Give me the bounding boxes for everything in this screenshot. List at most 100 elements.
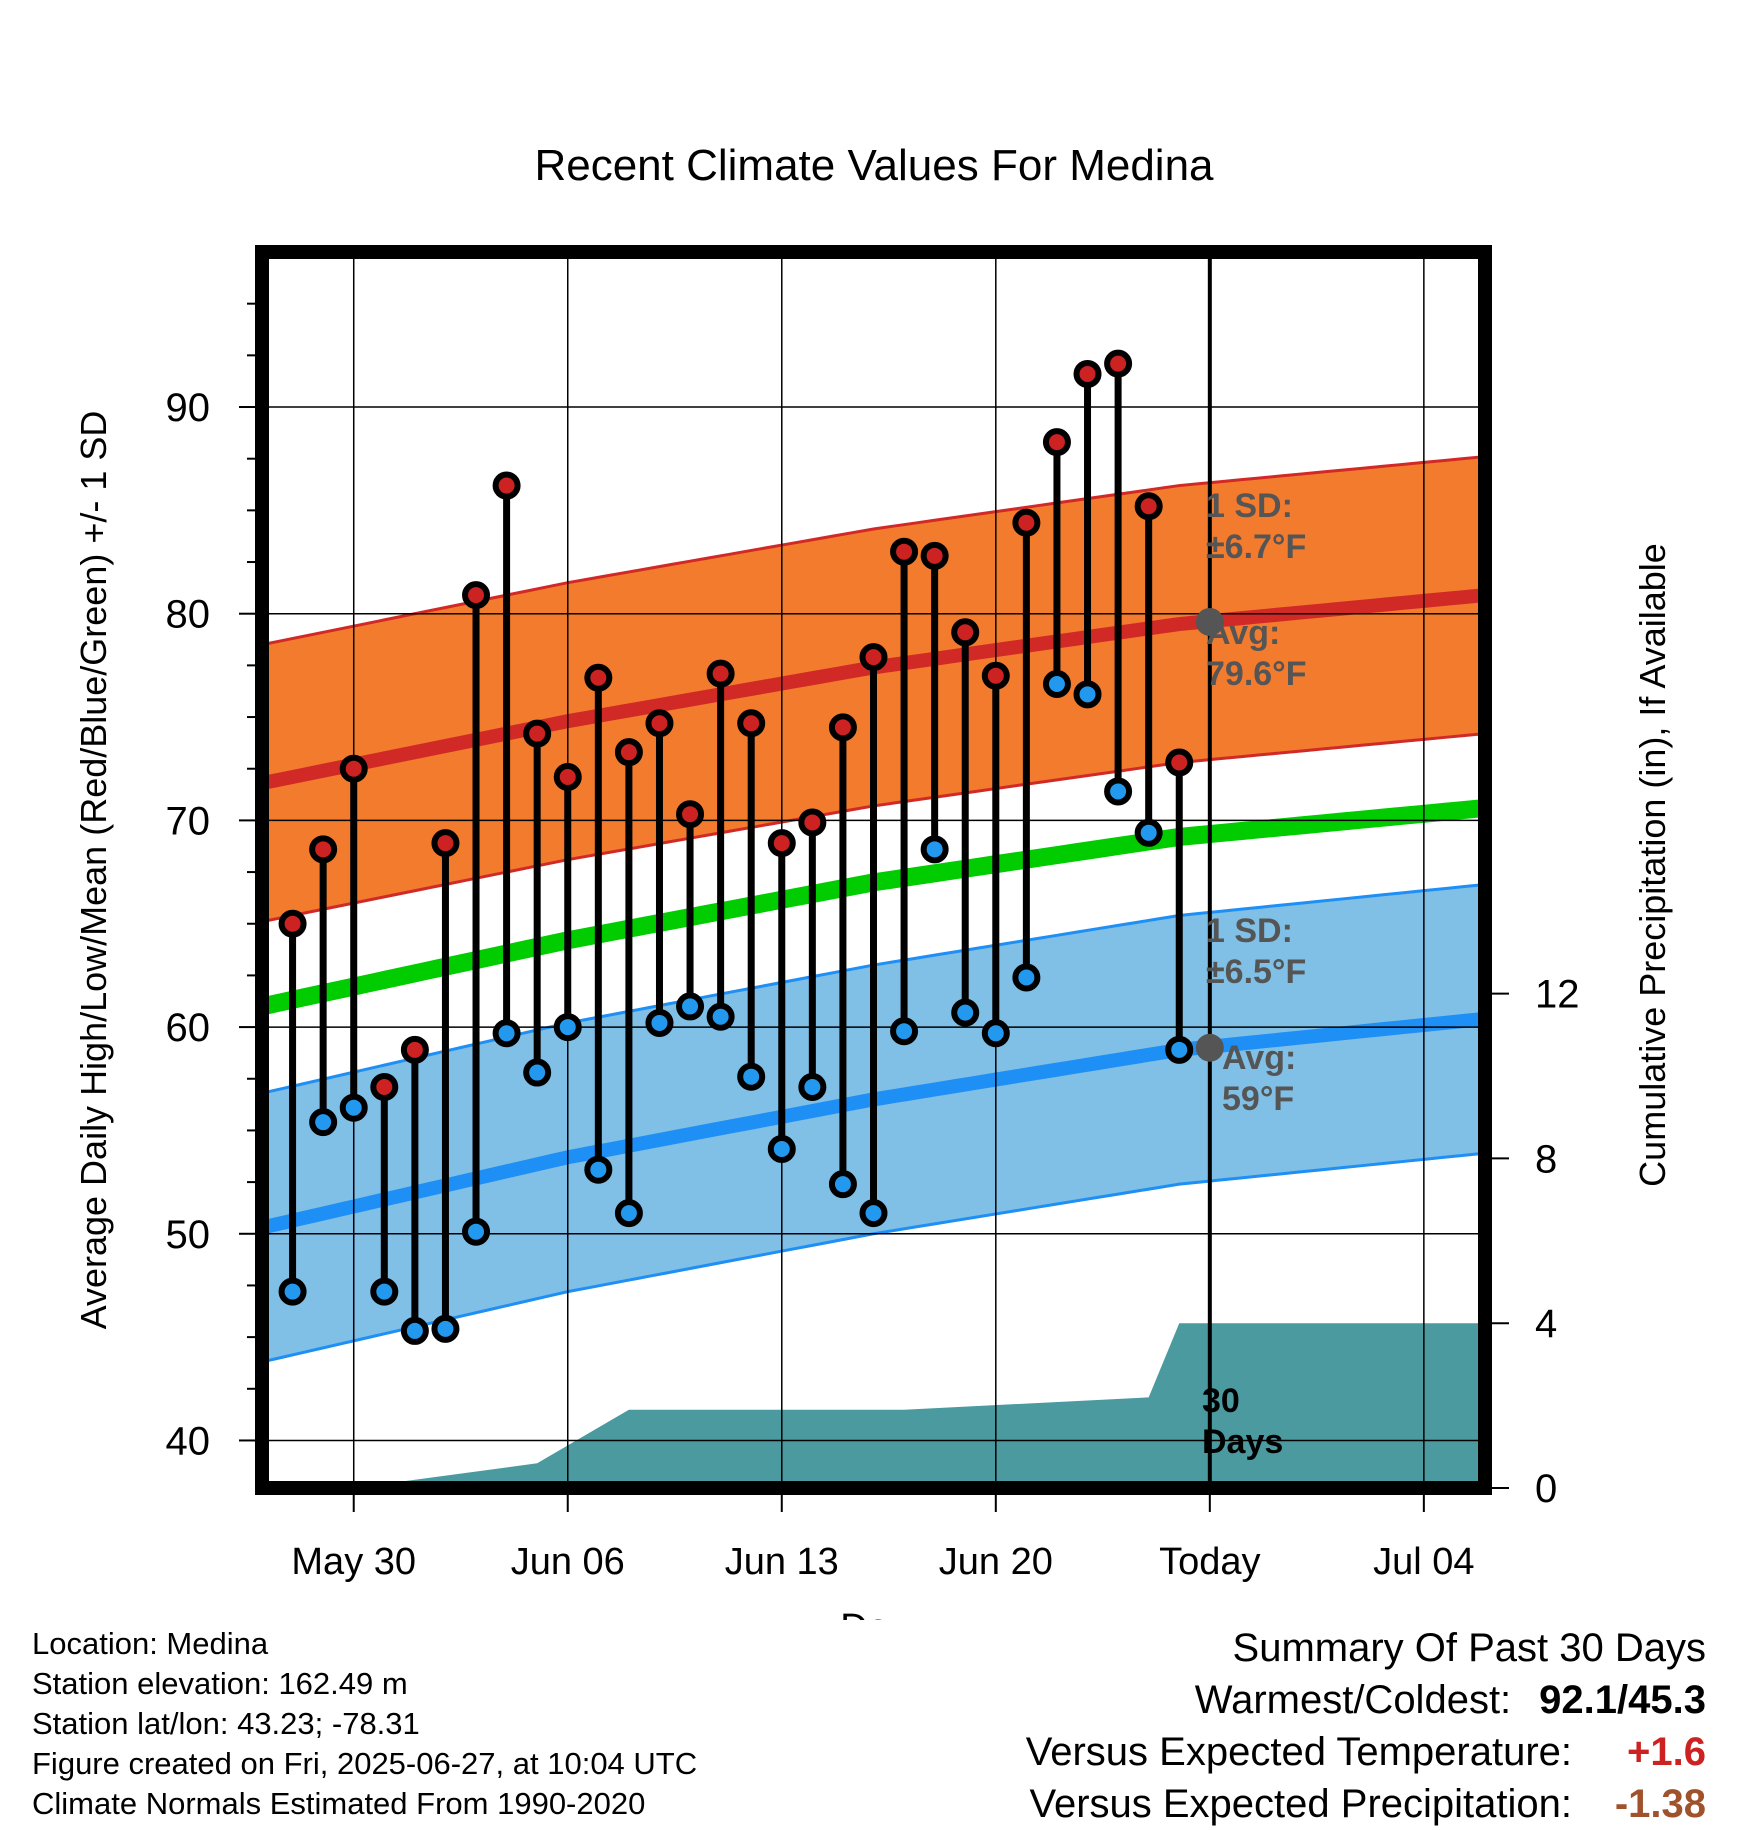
x-tick-label: Jun 20 xyxy=(939,1541,1053,1583)
high-point xyxy=(676,800,705,829)
station-info: Location: Medina Station elevation: 162.… xyxy=(32,1624,697,1824)
low-point xyxy=(1104,777,1133,806)
high-point xyxy=(278,909,307,938)
low-point xyxy=(951,998,980,1027)
y-tick-label: 60 xyxy=(166,1006,211,1050)
low-point xyxy=(1073,680,1102,709)
high-avg-label: Avg: xyxy=(1206,614,1280,652)
low-point xyxy=(1012,963,1041,992)
low-avg-label: Avg: xyxy=(1222,1039,1296,1077)
low-point xyxy=(492,1019,521,1048)
low-point xyxy=(798,1073,827,1102)
low-point xyxy=(737,1062,766,1091)
high-point xyxy=(859,643,888,672)
low-sd-label: 1 SD: xyxy=(1206,912,1293,950)
precip-value: -1.38 xyxy=(1614,1782,1706,1826)
low-point xyxy=(553,1013,582,1042)
low-point xyxy=(859,1199,888,1228)
summary-panel: Summary Of Past 30 Days Warmest/Coldest:… xyxy=(1026,1622,1706,1830)
high-point xyxy=(309,835,338,864)
low-point xyxy=(767,1135,796,1164)
y2-tick-label: 0 xyxy=(1535,1467,1557,1511)
high-point xyxy=(431,829,460,858)
created-text: Figure created on Fri, 2025-06-27, at 10… xyxy=(32,1746,698,1781)
summary-temp: Versus Expected Temperature: +1.6 xyxy=(1026,1726,1706,1778)
low-point xyxy=(339,1093,368,1122)
high-point xyxy=(951,618,980,647)
low-point xyxy=(523,1058,552,1087)
high-sd-label: 1 SD: xyxy=(1206,487,1293,525)
high-point xyxy=(981,661,1010,690)
y2-axis-label: Cumulative Precipitation (in), If Availa… xyxy=(1632,543,1673,1187)
x-tick-label: Today xyxy=(1159,1541,1260,1583)
low-point xyxy=(370,1277,399,1306)
high-point xyxy=(1042,428,1071,457)
x-tick-label: Jun 06 xyxy=(511,1541,625,1583)
high-point xyxy=(1012,508,1041,537)
precip-label-line1: 30 xyxy=(1202,1382,1240,1420)
high-point xyxy=(1134,492,1163,521)
y-tick-label: 50 xyxy=(166,1213,211,1257)
high-point xyxy=(920,541,949,570)
x-tick-label: May 30 xyxy=(291,1541,416,1583)
high-point xyxy=(400,1035,429,1064)
x-tick-label: Jun 13 xyxy=(725,1541,839,1583)
high-point xyxy=(798,808,827,837)
low-avg-value: 59°F xyxy=(1222,1080,1294,1118)
high-sd-value: ±6.7°F xyxy=(1206,528,1306,566)
summary-warm-cold: Warmest/Coldest: 92.1/45.3 xyxy=(1026,1674,1706,1726)
high-point xyxy=(553,762,582,791)
low-point xyxy=(614,1199,643,1228)
low-point xyxy=(400,1316,429,1345)
high-point xyxy=(645,709,674,738)
today-low-avg-marker xyxy=(1195,1033,1224,1062)
precip-label-line2: Days xyxy=(1202,1423,1283,1461)
y-tick-label: 80 xyxy=(166,593,211,637)
high-point xyxy=(828,713,857,742)
high-point xyxy=(1073,359,1102,388)
chart-title: Recent Climate Values For Medina xyxy=(534,141,1214,190)
low-point xyxy=(706,1002,735,1031)
high-point xyxy=(584,663,613,692)
y2-tick-label: 8 xyxy=(1535,1137,1557,1181)
plot-area xyxy=(262,252,1485,1488)
high-point xyxy=(1104,349,1133,378)
warm-cold-value: 92.1/45.3 xyxy=(1539,1678,1706,1722)
latlon-text: Station lat/lon: 43.23; -78.31 xyxy=(32,1706,420,1741)
normals-text: Climate Normals Estimated From 1990-2020 xyxy=(32,1786,646,1821)
summary-heading: Summary Of Past 30 Days xyxy=(1232,1626,1706,1670)
high-point xyxy=(890,537,919,566)
warm-cold-label: Warmest/Coldest: xyxy=(1194,1678,1512,1722)
low-point xyxy=(431,1314,460,1343)
high-point xyxy=(492,471,521,500)
high-point xyxy=(737,709,766,738)
low-point xyxy=(278,1277,307,1306)
high-point xyxy=(523,719,552,748)
y2-tick-label: 12 xyxy=(1535,973,1580,1017)
low-point xyxy=(462,1217,491,1246)
high-point xyxy=(1165,748,1194,777)
low-point xyxy=(676,992,705,1021)
precip-area xyxy=(262,1323,1485,1488)
low-point xyxy=(1165,1035,1194,1064)
today-high-avg-marker xyxy=(1195,607,1224,636)
temp-label: Versus Expected Temperature: xyxy=(1025,1730,1572,1774)
x-tick-label: Jul 04 xyxy=(1373,1541,1474,1583)
temp-value: +1.6 xyxy=(1627,1730,1706,1774)
elevation-text: Station elevation: 162.49 m xyxy=(32,1666,408,1701)
high-point xyxy=(339,754,368,783)
precip-label: Versus Expected Precipitation: xyxy=(1029,1782,1572,1826)
low-point xyxy=(645,1008,674,1037)
low-sd-value: ±6.5°F xyxy=(1206,953,1306,991)
high-point xyxy=(370,1073,399,1102)
high-point xyxy=(767,829,796,858)
x-axis-label: Day xyxy=(840,1607,908,1620)
high-point xyxy=(706,659,735,688)
low-point xyxy=(890,1017,919,1046)
y-axis-label: Average Daily High/Low/Mean (Red/Blue/Gr… xyxy=(73,411,114,1330)
low-point xyxy=(920,835,949,864)
low-point xyxy=(1134,818,1163,847)
y-tick-label: 70 xyxy=(166,799,211,843)
location-text: Location: Medina xyxy=(32,1626,269,1661)
